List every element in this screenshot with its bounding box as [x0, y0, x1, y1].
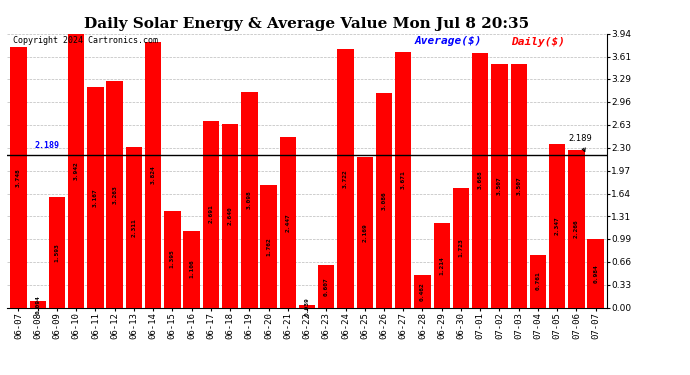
Text: 3.668: 3.668 [477, 171, 483, 189]
Bar [549, 144, 565, 308]
Text: 3.507: 3.507 [516, 176, 521, 195]
Bar [126, 147, 142, 308]
Text: 3.167: 3.167 [93, 188, 98, 207]
Bar [318, 266, 335, 308]
Bar [10, 47, 27, 308]
Bar [145, 42, 161, 308]
Bar [49, 197, 65, 308]
Text: 3.507: 3.507 [497, 176, 502, 195]
Text: 3.748: 3.748 [16, 168, 21, 187]
Bar [222, 124, 238, 308]
Text: 1.214: 1.214 [440, 256, 444, 275]
Bar [433, 223, 450, 308]
Text: 3.942: 3.942 [74, 161, 79, 180]
Bar [530, 255, 546, 308]
Bar [357, 157, 373, 308]
Text: Average($): Average($) [415, 36, 482, 46]
Bar [587, 239, 604, 308]
Bar [106, 81, 123, 308]
Bar [279, 138, 296, 308]
Bar [395, 53, 411, 308]
Text: 3.671: 3.671 [401, 171, 406, 189]
Text: 0.984: 0.984 [593, 264, 598, 283]
Text: 1.395: 1.395 [170, 250, 175, 268]
Text: 1.106: 1.106 [189, 260, 194, 279]
Bar [337, 49, 354, 308]
Text: 1.723: 1.723 [458, 238, 464, 257]
Text: 3.086: 3.086 [382, 191, 386, 210]
Text: 2.691: 2.691 [208, 205, 213, 224]
Bar [299, 305, 315, 308]
Bar [453, 188, 469, 308]
Text: 0.462: 0.462 [420, 282, 425, 301]
Bar [68, 34, 84, 308]
Text: 0.094: 0.094 [35, 295, 40, 314]
Text: 0.039: 0.039 [304, 297, 310, 315]
Text: 2.169: 2.169 [362, 223, 367, 242]
Text: 2.447: 2.447 [285, 213, 290, 232]
Text: 1.593: 1.593 [55, 243, 59, 261]
Text: 1.762: 1.762 [266, 237, 271, 256]
Text: 0.607: 0.607 [324, 277, 329, 296]
Bar [376, 93, 392, 308]
Text: 2.189: 2.189 [569, 134, 592, 152]
Text: 0.761: 0.761 [535, 272, 540, 291]
Bar [472, 53, 489, 308]
Text: 3.098: 3.098 [247, 190, 252, 209]
Bar [30, 301, 46, 307]
Bar [203, 120, 219, 308]
Bar [164, 211, 181, 308]
Bar [87, 87, 104, 308]
Text: Copyright 2024 Cartronics.com: Copyright 2024 Cartronics.com [13, 36, 158, 45]
Bar [569, 150, 584, 308]
Text: 2.311: 2.311 [131, 218, 137, 237]
Text: 3.263: 3.263 [112, 185, 117, 204]
Bar [184, 231, 200, 308]
Text: 3.722: 3.722 [343, 169, 348, 188]
Text: 2.640: 2.640 [228, 206, 233, 225]
Text: 2.189: 2.189 [34, 141, 60, 150]
Bar [241, 92, 257, 308]
Bar [414, 275, 431, 308]
Bar [511, 64, 527, 308]
Text: 3.824: 3.824 [150, 165, 156, 184]
Title: Daily Solar Energy & Average Value Mon Jul 8 20:35: Daily Solar Energy & Average Value Mon J… [84, 17, 530, 31]
Text: Daily($): Daily($) [511, 36, 565, 46]
Bar [491, 64, 508, 308]
Text: 2.266: 2.266 [574, 219, 579, 238]
Bar [260, 185, 277, 308]
Text: 2.347: 2.347 [555, 217, 560, 236]
